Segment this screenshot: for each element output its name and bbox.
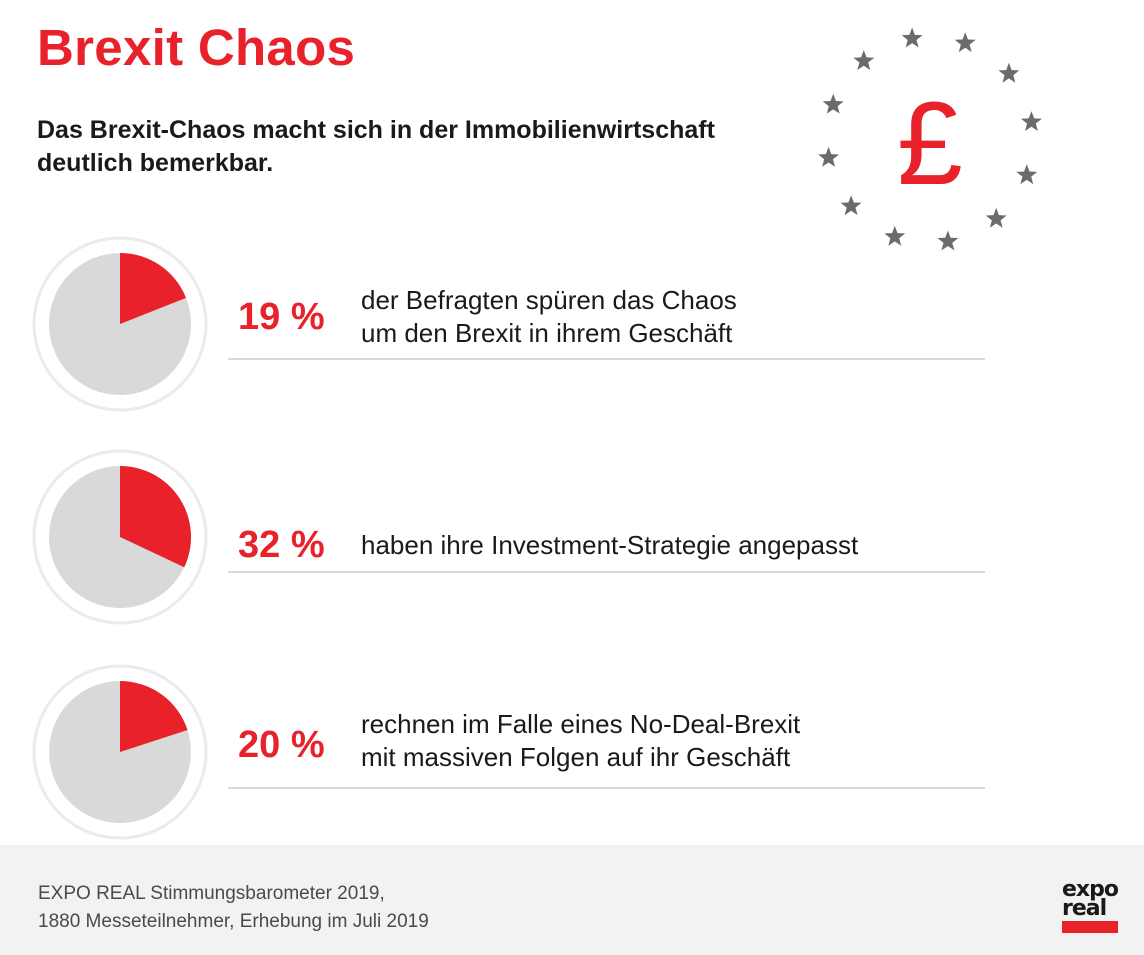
divider: [228, 571, 985, 573]
star-icon: [937, 230, 959, 251]
stat-row-3: 20 % rechnen im Falle eines No-Deal-Brex…: [0, 662, 1144, 862]
description-line: der Befragten spüren das Chaos: [361, 285, 737, 315]
pie-slice-1: [120, 253, 187, 324]
divider: [228, 787, 985, 789]
footer: [0, 845, 1144, 955]
stat-row-2: 32 % haben ihre Investment-Strategie ang…: [0, 447, 1144, 647]
pie-slice-3: [120, 681, 188, 752]
pound-symbol: £: [897, 78, 963, 210]
eu-stars-pound-icon: £: [818, 27, 1042, 251]
percent-label: 20 %: [238, 724, 325, 766]
expo-real-logo: expo real: [1062, 877, 1120, 933]
description-line: rechnen im Falle eines No-Deal-Brexit: [361, 709, 801, 739]
star-icon: [840, 195, 862, 216]
infographic-card: Brexit Chaos Das Brexit-Chaos macht sich…: [0, 19, 1144, 840]
stat-row-1: 19 % der Befragten spüren das Chaos um d…: [0, 234, 1144, 434]
logo-word: expo: [1062, 877, 1119, 902]
pie-chart-3: [32, 664, 208, 840]
star-icon: [884, 225, 906, 246]
pie-chart-1: [32, 236, 208, 412]
divider: [228, 358, 985, 360]
source-line: 1880 Messeteilnehmer, Erhebung im Juli 2…: [38, 911, 429, 932]
percent-label: 32 %: [238, 524, 325, 566]
stars-ring: [818, 27, 1042, 251]
description-line: um den Brexit in ihrem Geschäft: [361, 318, 733, 348]
source-line: EXPO REAL Stimmungsbarometer 2019,: [38, 883, 385, 904]
description-line: mit massiven Folgen auf ihr Geschäft: [361, 742, 791, 772]
star-icon: [818, 146, 840, 167]
stat-description: rechnen im Falle eines No-Deal-Brexit mi…: [361, 708, 981, 774]
subtitle: Das Brexit-Chaos macht sich in der Immob…: [37, 116, 715, 177]
pie-slice-2: [120, 466, 191, 568]
logo-word: real: [1062, 896, 1107, 921]
star-icon: [998, 62, 1020, 83]
star-icon: [1020, 111, 1042, 132]
source-note: EXPO REAL Stimmungsbarometer 2019, 1880 …: [38, 880, 429, 936]
star-icon: [954, 32, 976, 53]
description-line: haben ihre Investment-Strategie angepass…: [361, 530, 859, 560]
star-icon: [822, 93, 844, 114]
stat-description: haben ihre Investment-Strategie angepass…: [361, 529, 981, 562]
star-icon: [853, 50, 875, 70]
stat-description: der Befragten spüren das Chaos um den Br…: [361, 284, 981, 350]
percent-label: 19 %: [238, 296, 325, 338]
star-icon: [901, 27, 923, 48]
star-icon: [1016, 164, 1038, 185]
star-icon: [985, 207, 1007, 228]
page-title: Brexit Chaos: [37, 19, 356, 76]
logo-bar: [1062, 921, 1118, 933]
pie-chart-2: [32, 449, 208, 625]
